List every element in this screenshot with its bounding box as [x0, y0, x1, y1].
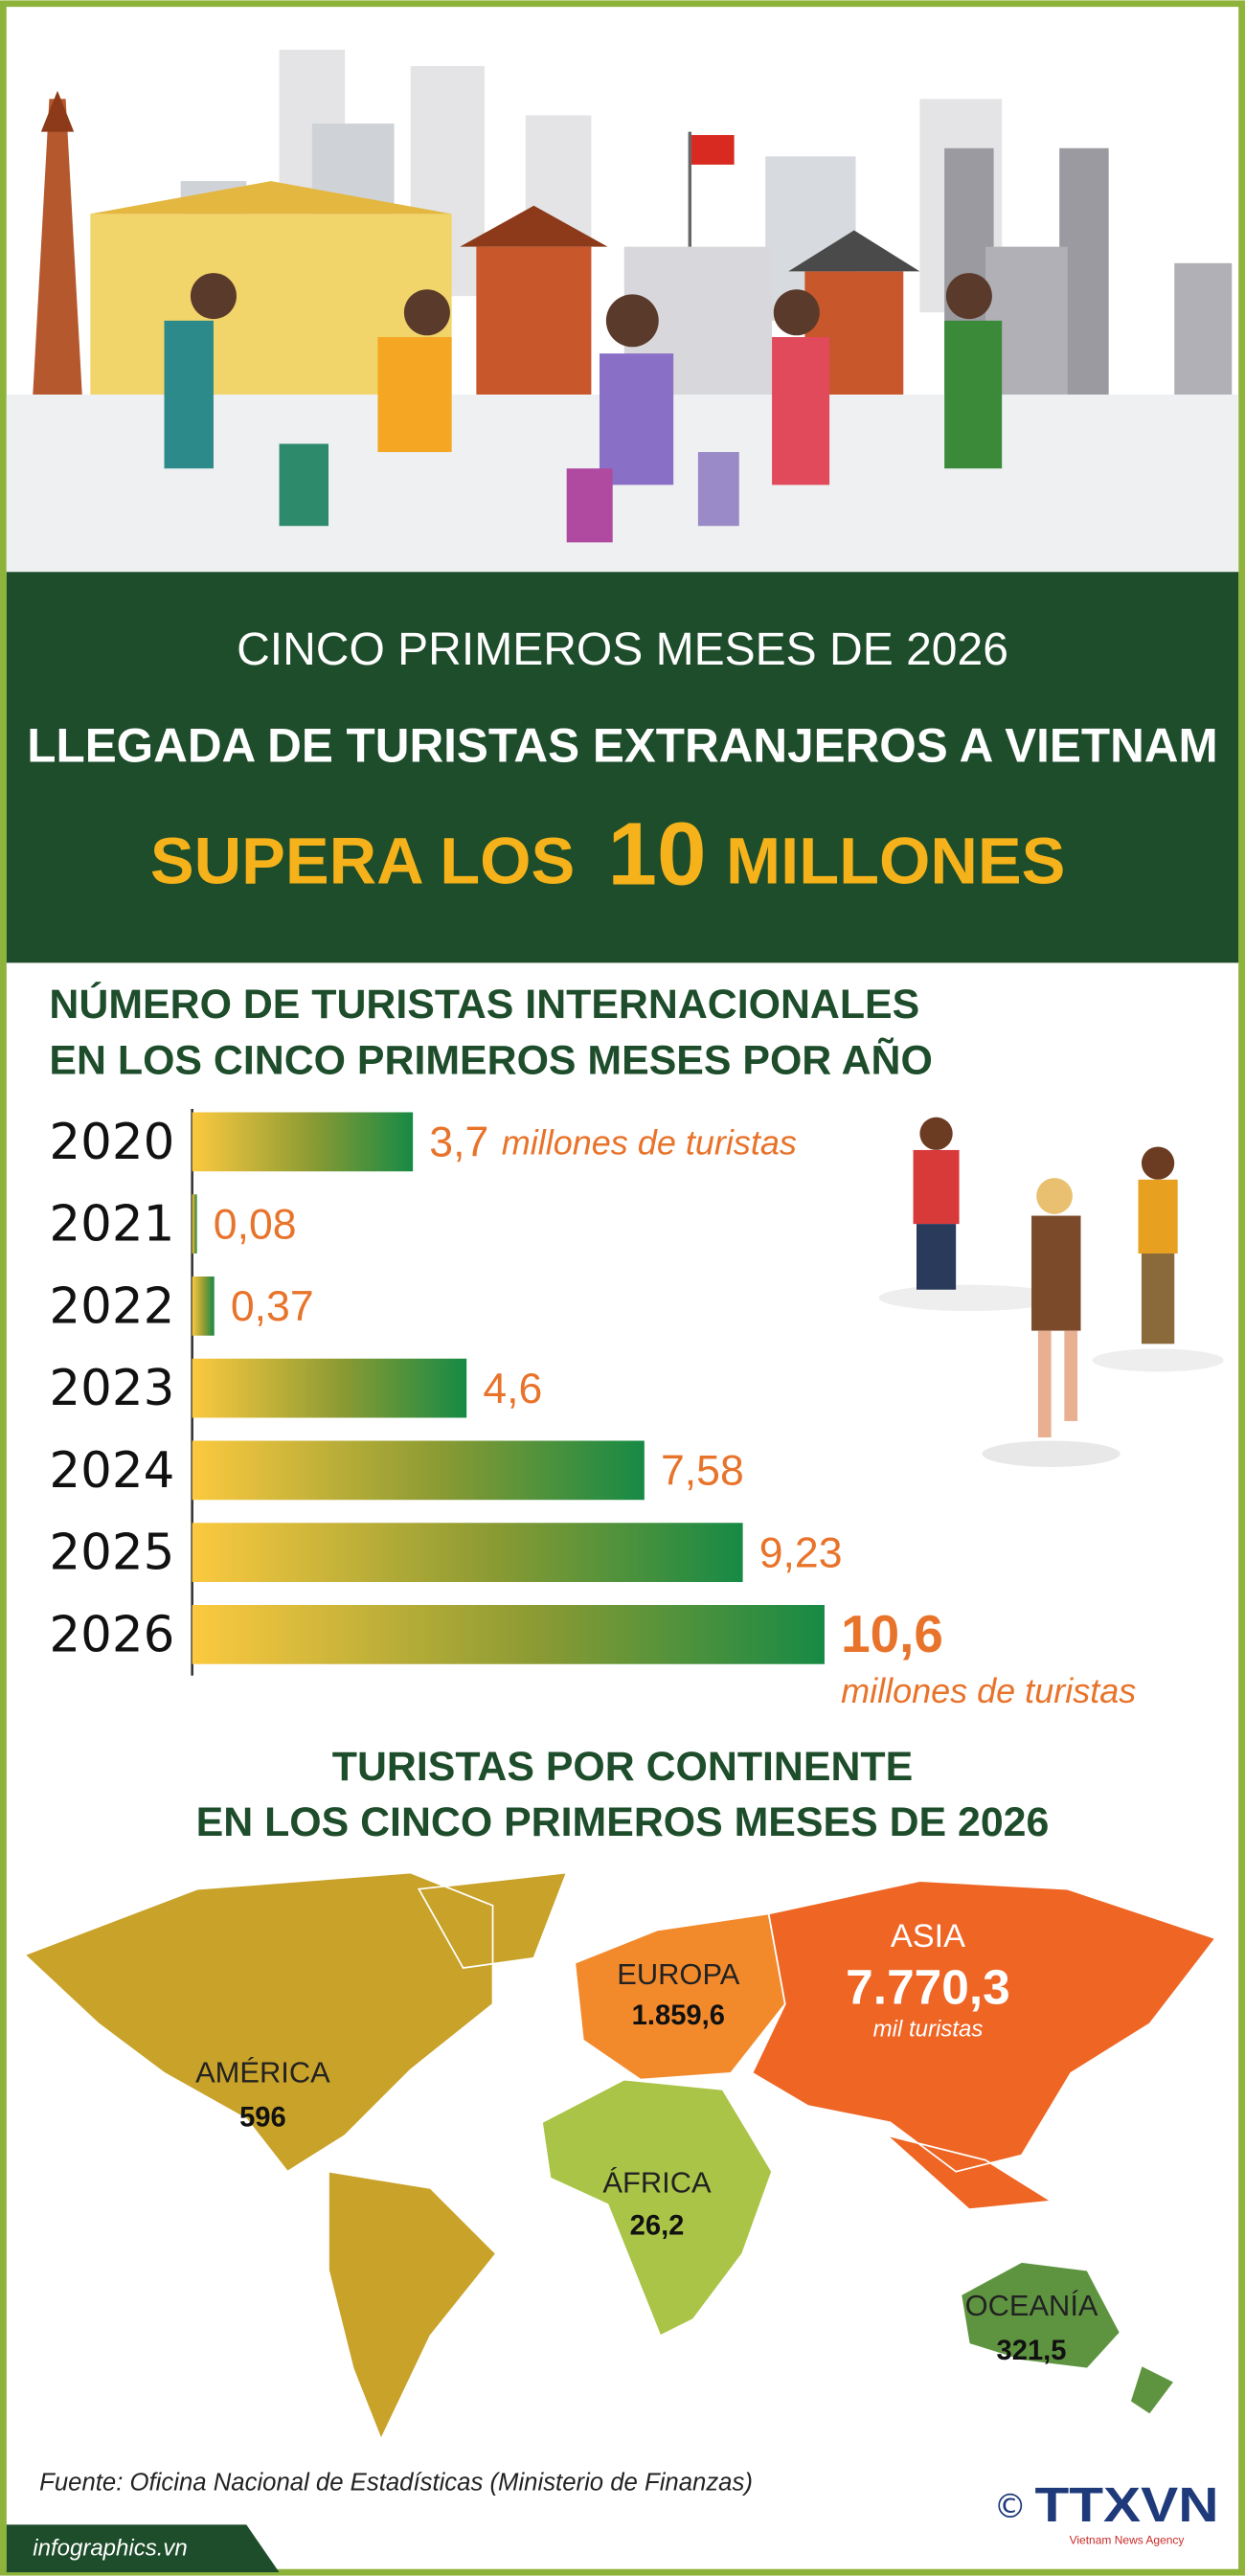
continent	[751, 1880, 1217, 2211]
bar	[192, 1440, 645, 1501]
value-label: 9,23	[759, 1529, 843, 1576]
value-label: 596	[239, 2103, 286, 2134]
bar	[192, 1358, 467, 1418]
category-label: 2026	[49, 1606, 174, 1663]
continent-label: ASIA	[891, 1918, 965, 1955]
value-label: 7.770,3	[846, 1959, 1010, 2015]
logo-sub: Vietnam News Agency	[1070, 2534, 1185, 2547]
value-label: 1.859,6	[632, 2000, 725, 2031]
bar	[192, 1523, 743, 1582]
site-tab	[6, 2524, 280, 2573]
category-label: 2023	[49, 1360, 174, 1417]
value-label: 0,08	[214, 1201, 297, 1248]
continent-label: AMÉRICA	[195, 2056, 330, 2090]
unit-label: mil turistas	[873, 2017, 984, 2043]
continent	[574, 1912, 786, 2081]
value-label: 3,7	[429, 1119, 488, 1166]
illustration	[6, 7, 1239, 573]
value-label: 321,5	[997, 2336, 1067, 2366]
headline: SUPERA LOS	[150, 824, 575, 897]
chart-title: NÚMERO DE TURISTAS INTERNACIONALES	[49, 981, 919, 1028]
subtitle: CINCO PRIMEROS MESES DE 2026	[237, 624, 1008, 675]
chart-title: EN LOS CINCO PRIMEROS MESES POR AÑO	[49, 1037, 932, 1083]
continent-label: OCEANÍA	[965, 2289, 1098, 2322]
banner	[6, 572, 1239, 963]
unit-label: millones de turistas	[841, 1671, 1136, 1710]
value-label: 10,6	[841, 1604, 943, 1663]
continent	[23, 1871, 568, 2442]
copyright: ©	[994, 2488, 1027, 2526]
logo: TTXVN	[1034, 2476, 1218, 2532]
category-label: 2021	[49, 1196, 174, 1254]
title: LLEGADA DE TURISTAS EXTRANJEROS A VIETNA…	[27, 719, 1217, 773]
value-label: 0,37	[231, 1283, 314, 1330]
bar	[192, 1112, 414, 1172]
unit-label: millones de turistas	[502, 1122, 797, 1162]
category-label: 2022	[49, 1277, 174, 1335]
value-label: 4,6	[483, 1366, 542, 1412]
headline-number: 10	[608, 804, 707, 904]
continent	[541, 2078, 774, 2338]
bar	[192, 1276, 215, 1336]
continent-label: ÁFRICA	[602, 2166, 712, 2200]
bar	[192, 1605, 825, 1664]
source: Fuente: Oficina Nacional de Estadísticas…	[39, 2469, 753, 2496]
value-label: 7,58	[661, 1448, 744, 1495]
chart-title: TURISTAS POR CONTINENTE	[332, 1744, 913, 1790]
tourists-illustration	[878, 1117, 1224, 1467]
value-label: 26,2	[630, 2211, 685, 2242]
category-label: 2020	[49, 1114, 174, 1171]
continent-label: EUROPA	[617, 1957, 739, 1991]
category-label: 2024	[49, 1442, 174, 1500]
continent	[960, 2261, 1176, 2416]
chart-title: EN LOS CINCO PRIMEROS MESES DE 2026	[196, 1799, 1050, 1845]
category-label: 2025	[49, 1525, 174, 1582]
headline: MILLONES	[726, 824, 1065, 897]
site: infographics.vn	[33, 2535, 187, 2561]
bar	[192, 1194, 197, 1254]
